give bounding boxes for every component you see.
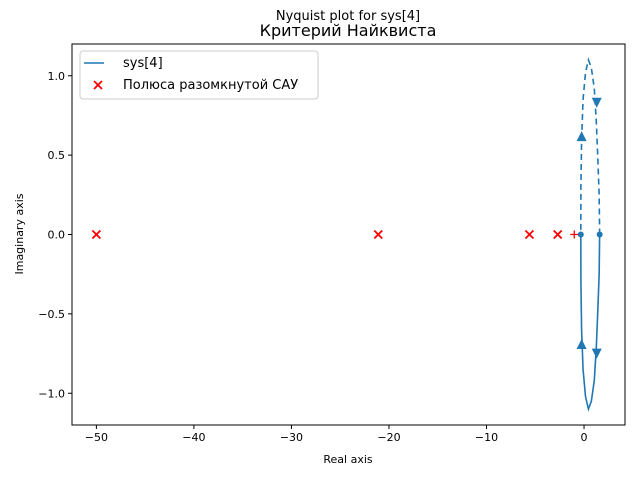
x-tick-label: −50	[85, 431, 108, 444]
direction-arrow	[576, 339, 587, 350]
legend-label-poles: Полюса разомкнутой САУ	[123, 78, 298, 93]
x-tick-label: −20	[377, 431, 400, 444]
legend-label-nyquist: sys[4]	[123, 56, 163, 71]
chart-suptitle: Nyquist plot for sys[4]	[276, 9, 420, 24]
pole-marker	[91, 229, 102, 240]
direction-arrow	[591, 97, 602, 108]
plot-frame	[71, 43, 626, 426]
pole-marker	[373, 229, 383, 240]
legend-x-swatch-b	[93, 80, 103, 90]
plot-area: −50 −40 −30 −20 −10 0 −1.0 −0.5 0.0 0.5 1.0	[38, 43, 626, 444]
chart-title: Критерий Найквиста	[260, 21, 437, 40]
x-tick-label: −30	[280, 431, 303, 444]
legend-box	[79, 50, 319, 100]
nyquist-curve-solid	[580, 234, 601, 412]
x-tick-label: −40	[182, 431, 205, 444]
y-tick-label: 1.0	[48, 70, 66, 83]
y-tick-label: −1.0	[38, 387, 65, 400]
pole-marker	[553, 229, 563, 240]
pole-marker	[524, 229, 535, 240]
y-tick-label: 0.5	[48, 149, 66, 162]
nyquist-curve-dashed	[580, 57, 601, 235]
y-tick-label: 0.0	[48, 229, 66, 242]
legend: sys[4] Полюса разомкнутой САУ	[79, 50, 319, 100]
y-tick-label: −0.5	[38, 308, 65, 321]
x-axis-label: Real axis	[323, 453, 373, 466]
y-axis-label: Imaginary axis	[13, 193, 26, 274]
curve-endpoint	[577, 231, 584, 238]
curve-endpoint	[596, 231, 603, 238]
x-tick-label: 0	[581, 431, 588, 444]
direction-arrow	[591, 348, 602, 359]
direction-arrow	[576, 131, 587, 142]
x-tick-label: −10	[475, 431, 498, 444]
